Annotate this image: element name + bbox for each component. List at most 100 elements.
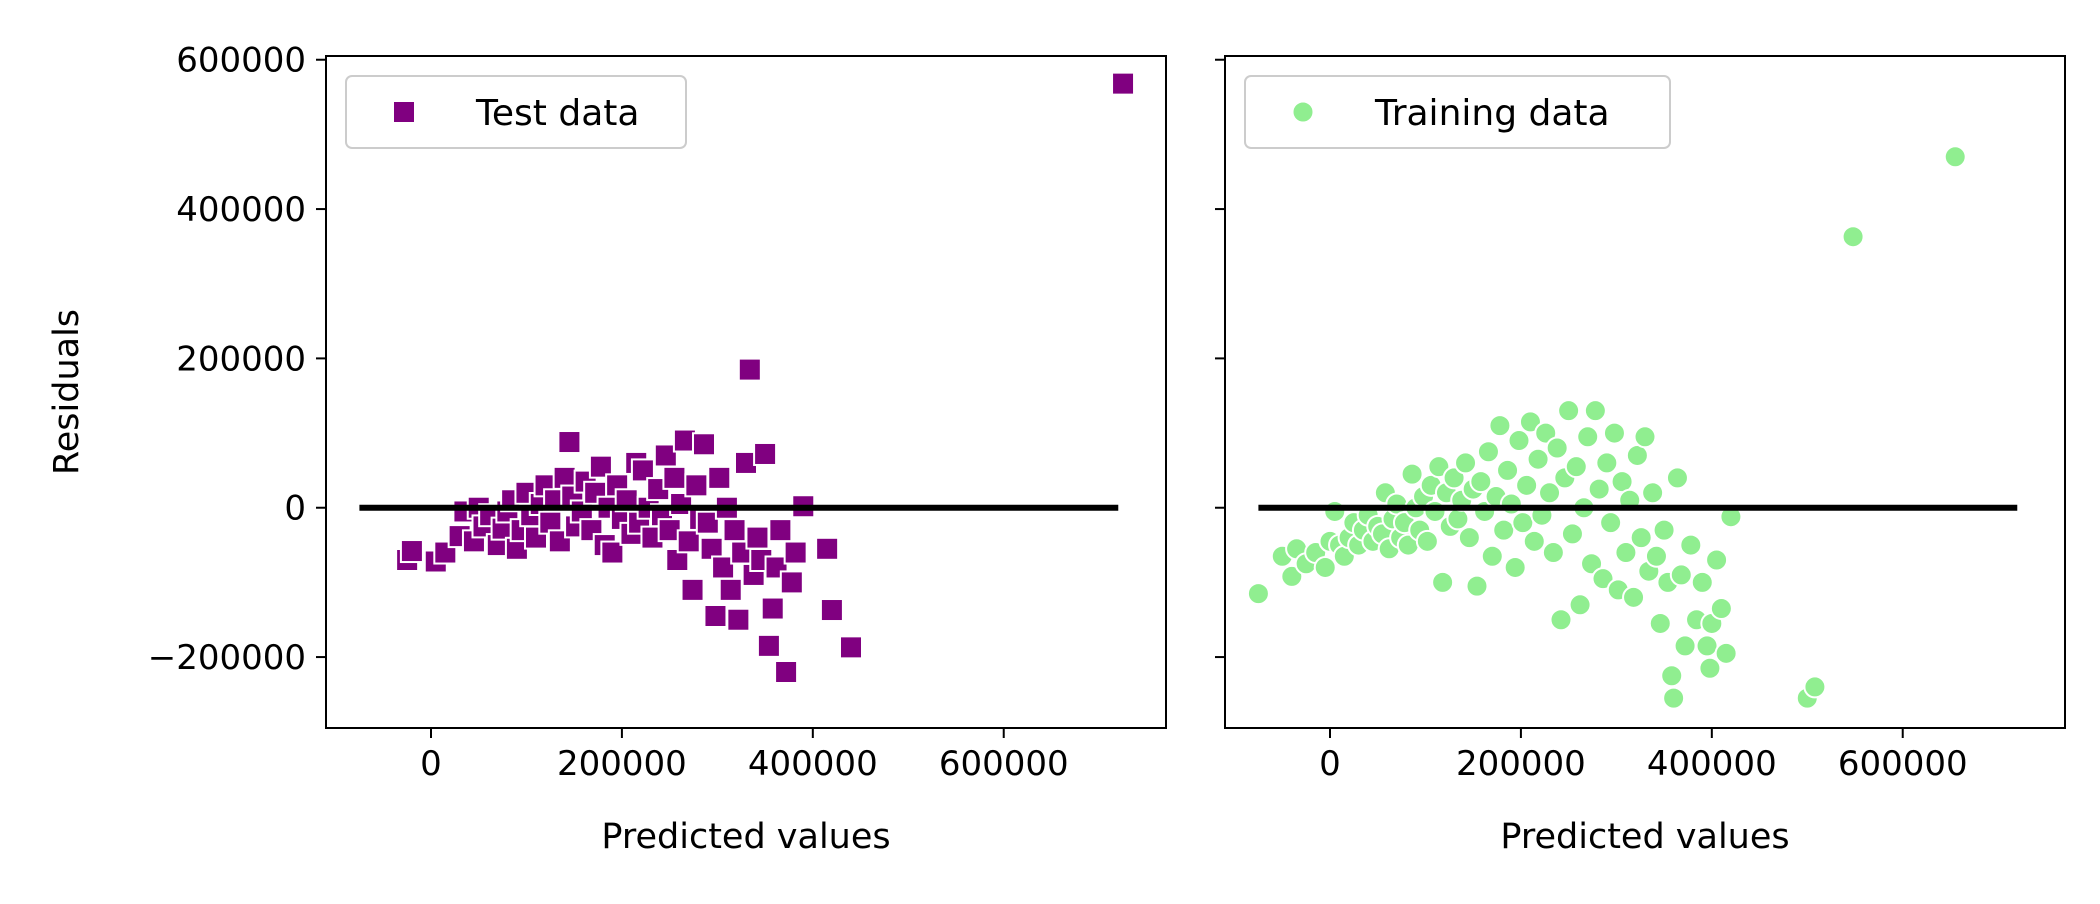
data-point (1599, 511, 1623, 535)
legend-marker (392, 100, 416, 124)
data-point (695, 510, 720, 535)
data-point (768, 518, 793, 543)
data-point (1564, 455, 1588, 479)
data-point (1673, 634, 1697, 658)
y-tick-label: 0 (284, 489, 306, 529)
data-point (1507, 429, 1531, 453)
data-point (1669, 563, 1693, 587)
data-point (756, 633, 781, 658)
data-point (1698, 656, 1722, 680)
data-point (1454, 451, 1478, 475)
axes-frame (325, 55, 1167, 729)
legend-box (345, 75, 687, 149)
data-point (703, 604, 728, 628)
data-point (680, 577, 705, 602)
data-point (1492, 518, 1516, 542)
legend-label: Test data (475, 93, 639, 134)
x-tick-label: 400000 (1647, 744, 1777, 784)
data-point (1496, 458, 1520, 482)
data-point (839, 635, 863, 660)
data-point (1641, 481, 1665, 505)
legend-box (1244, 75, 1671, 149)
data-point (1515, 473, 1539, 497)
data-point (1943, 145, 1967, 169)
data-point (1503, 555, 1527, 579)
data-point (1568, 593, 1592, 617)
data-point (815, 536, 840, 561)
x-tick-label: 200000 (557, 744, 687, 784)
data-point (1246, 582, 1270, 606)
y-tick-label: 400000 (176, 190, 306, 230)
legend-marker (1291, 100, 1315, 124)
data-point (760, 596, 785, 621)
data-point (1662, 686, 1686, 710)
data-point (662, 465, 687, 490)
x-axis-title: Predicted values (1500, 817, 1789, 857)
data-point (1534, 421, 1558, 445)
train-points (1246, 145, 1967, 710)
test-panel: 0 200000 400000 600000 −200000 0 200000 400000 6… (148, 41, 1167, 857)
data-point (1595, 451, 1619, 475)
x-tick-label: 0 (1319, 744, 1341, 784)
data-point (737, 357, 762, 382)
data-point (1280, 564, 1304, 588)
data-point (588, 454, 613, 479)
data-point (1465, 574, 1489, 598)
x-tick-label: 600000 (1838, 744, 1968, 784)
data-point (1652, 518, 1676, 542)
data-point (1644, 544, 1668, 568)
data-point (1602, 421, 1626, 445)
data-point (1709, 597, 1733, 621)
data-point (1591, 567, 1615, 591)
x-axis-title: Predicted values (601, 817, 890, 857)
data-point (1690, 570, 1714, 594)
data-point (1431, 570, 1455, 594)
data-point (1679, 533, 1703, 557)
legend: Test data (345, 75, 687, 149)
data-point (1580, 552, 1604, 576)
x-tick-label: 600000 (939, 744, 1069, 784)
data-point (557, 430, 582, 455)
data-point (783, 540, 808, 565)
data-point (1415, 529, 1439, 553)
data-point (1511, 511, 1535, 535)
data-point (819, 598, 844, 623)
legend-label: Training data (1374, 93, 1610, 134)
data-point (722, 518, 747, 543)
y-axis-title: Residuals (47, 309, 87, 475)
data-point (718, 577, 743, 602)
data-point (1313, 555, 1337, 579)
x-tick-label: 200000 (1456, 744, 1586, 784)
data-point (630, 458, 655, 483)
x-tick-label: 400000 (748, 744, 878, 784)
data-point (1841, 225, 1865, 249)
data-point (1323, 499, 1347, 523)
data-point (1557, 399, 1581, 423)
data-point (1469, 470, 1493, 494)
data-point (779, 570, 804, 595)
data-point (1499, 492, 1523, 516)
data-point (684, 473, 709, 498)
data-point (1522, 529, 1546, 553)
y-tick-label: 600000 (176, 41, 306, 81)
y-tick-label: 200000 (176, 339, 306, 379)
data-point (1488, 414, 1512, 438)
data-point (1541, 541, 1565, 565)
data-point (1803, 675, 1827, 699)
data-point (1400, 462, 1424, 486)
data-point (1545, 436, 1569, 460)
data-point (1560, 522, 1584, 546)
data-point (1587, 477, 1611, 501)
legend: Training data (1244, 75, 1671, 149)
data-point (1633, 425, 1657, 449)
train-panel: 0 200000 400000 600000 Predicted values Train… (1215, 55, 2066, 857)
data-point (1660, 664, 1684, 688)
data-point (1576, 425, 1600, 449)
data-point (1705, 548, 1729, 572)
data-point (1526, 447, 1550, 471)
y-tick-label: −200000 (148, 638, 306, 678)
data-point (707, 465, 732, 490)
data-point (1629, 526, 1653, 550)
